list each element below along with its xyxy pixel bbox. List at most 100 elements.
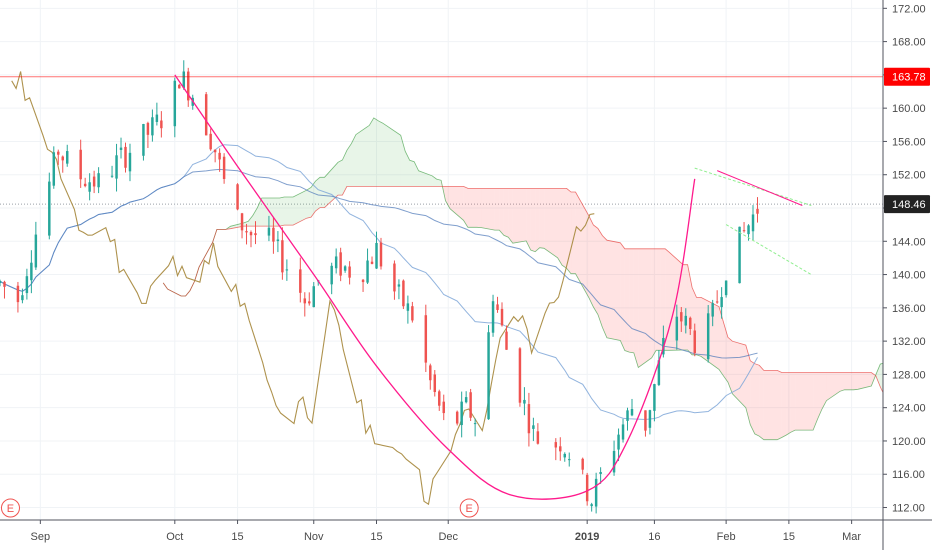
candle-body[interactable] — [79, 149, 82, 180]
candle-body[interactable] — [370, 261, 374, 264]
candle-body[interactable] — [245, 231, 248, 233]
candle-body[interactable] — [204, 94, 208, 136]
candle-body[interactable] — [411, 306, 414, 321]
candle-body[interactable] — [424, 315, 428, 363]
candle-body[interactable] — [438, 391, 441, 406]
candle-body[interactable] — [25, 276, 29, 294]
candle-body[interactable] — [617, 434, 620, 450]
candle-body[interactable] — [433, 374, 437, 393]
candle-body[interactable] — [523, 399, 526, 404]
candle-body[interactable] — [653, 384, 656, 411]
candle-body[interactable] — [621, 424, 625, 440]
candle-body[interactable] — [128, 152, 132, 172]
candle-body[interactable] — [142, 123, 145, 156]
candle-body[interactable] — [738, 226, 741, 284]
candle-body[interactable] — [348, 266, 351, 278]
candle-body[interactable] — [151, 117, 154, 136]
candle-body[interactable] — [711, 303, 714, 317]
candle-body[interactable] — [222, 156, 226, 179]
candle-body[interactable] — [249, 232, 253, 236]
candle-body[interactable] — [218, 152, 221, 160]
candle-body[interactable] — [460, 401, 463, 426]
candle-body[interactable] — [334, 256, 338, 269]
candle-body[interactable] — [648, 410, 652, 428]
candle-body[interactable] — [240, 213, 244, 231]
candle-body[interactable] — [496, 304, 499, 310]
candle-body[interactable] — [455, 411, 459, 424]
candle-body[interactable] — [599, 472, 602, 475]
candle-body[interactable] — [312, 286, 315, 308]
candle-body[interactable] — [612, 450, 616, 473]
candle-body[interactable] — [379, 242, 383, 267]
candle-body[interactable] — [657, 360, 661, 385]
candle-body[interactable] — [581, 458, 584, 470]
candle-body[interactable] — [693, 330, 696, 354]
candle-body[interactable] — [689, 317, 692, 330]
candle-body[interactable] — [267, 227, 271, 236]
candle-body[interactable] — [303, 298, 307, 304]
candle-body[interactable] — [97, 173, 100, 188]
candle-body[interactable] — [178, 84, 181, 89]
candle-body[interactable] — [16, 285, 20, 303]
candle-body[interactable] — [397, 284, 401, 287]
candle-body[interactable] — [299, 269, 302, 293]
candle-body[interactable] — [518, 348, 522, 403]
candle-body[interactable] — [110, 175, 114, 177]
candle-body[interactable] — [124, 146, 127, 168]
candle-body[interactable] — [160, 120, 163, 129]
candle-body[interactable] — [83, 183, 87, 187]
candle-body[interactable] — [213, 149, 217, 153]
candle-body[interactable] — [57, 151, 60, 155]
candle-body[interactable] — [527, 404, 531, 434]
candle-body[interactable] — [590, 504, 593, 507]
candle-body[interactable] — [715, 301, 719, 303]
candle-body[interactable] — [281, 240, 284, 273]
candle-body[interactable] — [563, 453, 566, 458]
candle-body[interactable] — [330, 265, 333, 285]
candle-body[interactable] — [644, 410, 647, 431]
candlesticks[interactable] — [0, 60, 759, 514]
candle-body[interactable] — [375, 242, 378, 269]
candle-body[interactable] — [285, 269, 289, 271]
candle-body[interactable] — [500, 308, 504, 326]
candle-body[interactable] — [272, 227, 275, 242]
candle-body[interactable] — [720, 297, 723, 308]
earnings-marker[interactable] — [0, 498, 20, 518]
candle-body[interactable] — [747, 225, 750, 235]
candle-body[interactable] — [585, 474, 589, 502]
candle-body[interactable] — [724, 280, 728, 296]
candle-body[interactable] — [630, 409, 634, 416]
candle-body[interactable] — [30, 262, 33, 281]
candle-body[interactable] — [361, 279, 365, 283]
candle-body[interactable] — [119, 147, 123, 150]
candle-body[interactable] — [532, 425, 535, 429]
candle-body[interactable] — [473, 423, 477, 425]
candle-body[interactable] — [3, 281, 6, 287]
candle-body[interactable] — [487, 332, 490, 420]
candle-body[interactable] — [21, 295, 24, 301]
candle-body[interactable] — [469, 392, 472, 418]
candle-body[interactable] — [88, 182, 91, 192]
candle-body[interactable] — [559, 446, 562, 452]
candle-body[interactable] — [115, 155, 118, 179]
candle-body[interactable] — [594, 478, 598, 507]
candle-body[interactable] — [406, 303, 410, 311]
candle-body[interactable] — [182, 71, 186, 88]
candle-body[interactable] — [751, 214, 755, 232]
candle-body[interactable] — [34, 234, 38, 268]
candle-body[interactable] — [505, 331, 508, 350]
candle-body[interactable] — [402, 280, 405, 307]
candle-body[interactable] — [92, 176, 96, 187]
candle-body[interactable] — [684, 315, 688, 326]
candle-body[interactable] — [209, 133, 212, 150]
candle-body[interactable] — [756, 208, 759, 214]
candle-body[interactable] — [393, 263, 396, 292]
earnings-marker[interactable] — [459, 498, 479, 518]
candle-body[interactable] — [675, 316, 679, 341]
candle-body[interactable] — [146, 122, 150, 135]
candle-body[interactable] — [554, 442, 558, 448]
candle-body[interactable] — [742, 230, 746, 232]
candle-body[interactable] — [254, 233, 257, 236]
